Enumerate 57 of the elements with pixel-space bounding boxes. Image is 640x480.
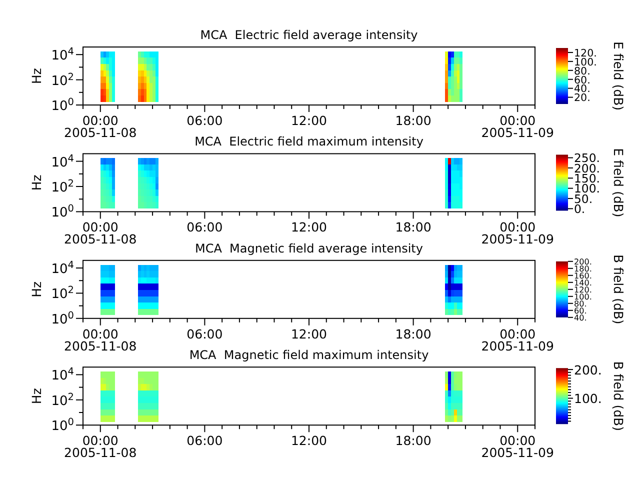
x-tick-label: 06:00	[186, 113, 223, 128]
color-bar-label: 80.	[574, 299, 587, 308]
y-axis-title: Hz	[29, 174, 44, 191]
chart-title: MCA Electric field maximum intensity	[194, 134, 424, 149]
y-axis-title: Hz	[29, 388, 44, 404]
color-bar-label: 100.	[574, 391, 602, 406]
chart-title: MCA Electric field average intensity	[200, 28, 418, 42]
chart-title: MCA Magnetic field maximum intensity	[189, 348, 429, 362]
color-bar-label: 140.	[574, 278, 592, 288]
color-bar-label: 160.	[574, 271, 592, 280]
x-tick-label: 00:00 2005-11-08	[64, 113, 137, 140]
color-bar-title: B field (dB)	[611, 361, 626, 431]
x-tick-label: 12:00	[290, 433, 328, 448]
y-tick-label: 10$^{4}$	[51, 259, 74, 277]
y-tick-label: 10$^{0}$	[51, 310, 74, 328]
color-bar-title: B field (dB)	[611, 254, 626, 324]
x-tick-label: 06:00	[186, 433, 223, 448]
color-bar-label: 120.	[574, 285, 592, 294]
color-bar-label: 20.	[574, 92, 590, 104]
chart-title: MCA Magnetic field average intensity	[194, 241, 424, 256]
color-bar-label: 200.	[574, 257, 592, 266]
y-tick-label: 10$^{0}$	[51, 416, 74, 434]
y-tick-label: 10$^{4}$	[51, 366, 74, 384]
y-tick-label: 10$^{0}$	[51, 203, 74, 221]
x-tick-label: 12:00	[290, 113, 328, 128]
color-bar-title: E field (dB)	[611, 148, 626, 218]
x-tick-label: 00:00 2005-11-08	[64, 326, 137, 354]
color-bar-label: 200.	[574, 362, 602, 378]
color-bar-label: 180.	[574, 264, 592, 274]
y-tick-label: 10$^{4}$	[51, 152, 74, 170]
color-bar-label: 100.	[574, 292, 592, 302]
y-axis-title: Hz	[29, 68, 44, 84]
x-tick-label: 00:00 2005-11-09	[481, 433, 554, 460]
x-tick-label: 06:00	[186, 326, 223, 342]
y-tick-label: 10$^{2}$	[51, 284, 74, 302]
x-tick-label: 06:00	[186, 220, 223, 235]
x-tick-label: 18:00	[395, 113, 432, 128]
y-tick-label: 10$^{2}$	[51, 71, 74, 89]
y-tick-label: 10$^{4}$	[51, 46, 74, 64]
x-tick-label: 00:00 2005-11-09	[481, 326, 554, 354]
x-tick-label: 00:00 2005-11-09	[481, 220, 554, 247]
y-axis-title: Hz	[29, 280, 44, 298]
y-tick-label: 10$^{2}$	[51, 391, 74, 409]
y-tick-label: 10$^{2}$	[51, 178, 74, 196]
x-tick-label: 00:00 2005-11-08	[64, 433, 137, 460]
x-tick-label: 12:00	[290, 326, 328, 342]
x-tick-label: 18:00	[395, 220, 432, 235]
x-tick-label: 00:00 2005-11-09	[481, 113, 554, 140]
color-bar-label: 40.	[574, 313, 587, 322]
x-tick-label: 18:00	[395, 433, 432, 448]
y-tick-label: 10$^{0}$	[51, 96, 74, 114]
color-bar-label: 60.	[574, 306, 587, 316]
x-tick-label: 00:00 2005-11-08	[64, 220, 137, 247]
x-tick-label: 18:00	[395, 326, 432, 342]
x-tick-label: 12:00	[290, 220, 328, 235]
color-bar-label: 0.	[574, 202, 586, 216]
color-bar-title: E field (dB)	[611, 41, 626, 111]
